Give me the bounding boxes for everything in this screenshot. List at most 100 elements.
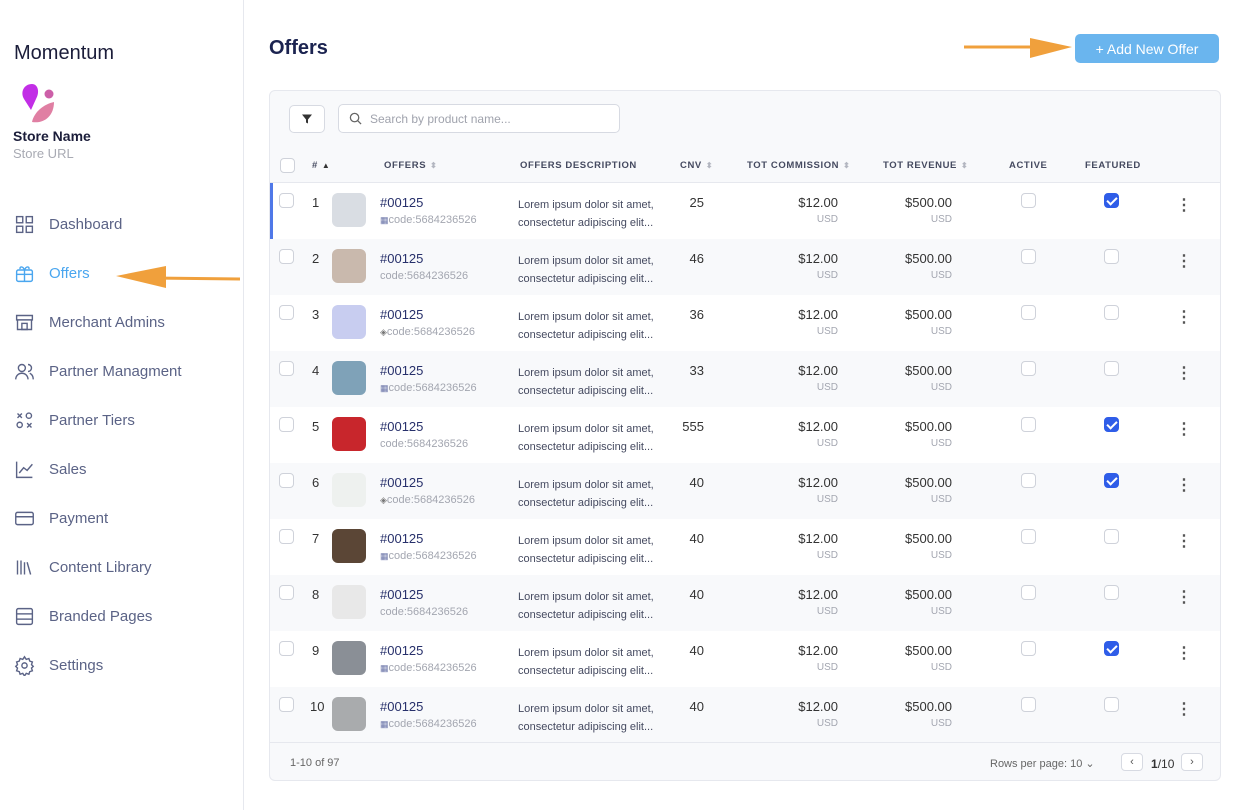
table-row[interactable]: 5 #00125 code:5684236526 Lorem ipsum dol… [270,407,1220,463]
revenue-value: $500.00 [905,195,952,210]
result-range: 1-10 of 97 [290,757,340,769]
row-checkbox[interactable] [279,417,294,432]
offer-id[interactable]: #00125 [380,475,424,490]
row-checkbox[interactable] [279,361,294,376]
offer-id[interactable]: #00125 [380,587,424,602]
more-options-icon[interactable]: ⋮ [1176,645,1192,662]
column-number[interactable]: # ▲ [312,160,331,171]
commission-value: $12.00 [798,699,838,714]
table-row[interactable]: 2 #00125 code:5684236526 Lorem ipsum dol… [270,239,1220,295]
filter-button[interactable] [289,105,325,133]
active-checkbox[interactable] [1021,361,1036,376]
active-checkbox[interactable] [1021,529,1036,544]
active-checkbox[interactable] [1021,697,1036,712]
product-thumbnail [332,473,366,507]
rows-per-page-select[interactable]: Rows per page: 10 ⌄ [990,758,1095,770]
table-row[interactable]: 1 #00125 ▦code:5684236526 Lorem ipsum do… [270,183,1220,239]
sidebar-item-payment[interactable]: Payment [14,494,234,543]
column-revenue[interactable]: TOT REVENUE ⬍ [883,160,969,171]
active-checkbox[interactable] [1021,417,1036,432]
table-row[interactable]: 10 #00125 ▦code:5684236526 Lorem ipsum d… [270,687,1220,743]
offer-id[interactable]: #00125 [380,531,424,546]
table-row[interactable]: 9 #00125 ▦code:5684236526 Lorem ipsum do… [270,631,1220,687]
search-input[interactable] [370,111,610,126]
users-icon [15,363,34,380]
offer-id[interactable]: #00125 [380,195,424,210]
more-options-icon[interactable]: ⋮ [1176,477,1192,494]
offer-code: ▦code:5684236526 [380,550,477,562]
featured-checkbox[interactable] [1104,585,1119,600]
revenue-value: $500.00 [905,531,952,546]
commission-currency: USD [816,326,838,337]
more-options-icon[interactable]: ⋮ [1176,421,1192,438]
next-page-button[interactable]: › [1181,753,1203,771]
sidebar-item-merchant-admins[interactable]: Merchant Admins [14,298,234,347]
row-checkbox[interactable] [279,473,294,488]
offer-description: Lorem ipsum dolor sit amet, consectetur a… [518,367,654,397]
table-row[interactable]: 3 #00125 ◈code:5684236526 Lorem ipsum do… [270,295,1220,351]
more-options-icon[interactable]: ⋮ [1176,253,1192,270]
featured-checkbox[interactable] [1104,529,1119,544]
featured-checkbox[interactable] [1104,193,1119,208]
row-checkbox[interactable] [279,697,294,712]
row-checkbox[interactable] [279,249,294,264]
row-checkbox[interactable] [279,529,294,544]
row-checkbox[interactable] [279,193,294,208]
offer-id[interactable]: #00125 [380,643,424,658]
table-row[interactable]: 6 #00125 ◈code:5684236526 Lorem ipsum do… [270,463,1220,519]
featured-checkbox[interactable] [1104,641,1119,656]
commission-value: $12.00 [798,363,838,378]
active-checkbox[interactable] [1021,249,1036,264]
prev-page-button[interactable]: ‹ [1121,753,1143,771]
revenue-value: $500.00 [905,587,952,602]
column-cnv[interactable]: CNV ⬍ [680,160,714,171]
more-options-icon[interactable]: ⋮ [1176,365,1192,382]
annotation-arrow-icon [116,266,241,288]
featured-checkbox[interactable] [1104,305,1119,320]
product-thumbnail [332,641,366,675]
sidebar-item-sales[interactable]: Sales [14,445,234,494]
offer-id[interactable]: #00125 [380,363,424,378]
sidebar-item-content-library[interactable]: Content Library [14,543,234,592]
featured-checkbox[interactable] [1104,417,1119,432]
more-options-icon[interactable]: ⋮ [1176,309,1192,326]
row-checkbox[interactable] [279,305,294,320]
featured-checkbox[interactable] [1104,473,1119,488]
sidebar-item-branded-pages[interactable]: Branded Pages [14,592,234,641]
featured-checkbox[interactable] [1104,361,1119,376]
sidebar-item-offers[interactable]: Offers [14,249,234,298]
active-checkbox[interactable] [1021,305,1036,320]
featured-checkbox[interactable] [1104,249,1119,264]
active-checkbox[interactable] [1021,641,1036,656]
offer-id[interactable]: #00125 [380,307,424,322]
more-options-icon[interactable]: ⋮ [1176,701,1192,718]
gift-icon [15,266,34,283]
featured-checkbox[interactable] [1104,697,1119,712]
add-new-offer-button[interactable]: + Add New Offer [1075,34,1219,63]
table-row[interactable]: 4 #00125 ▦code:5684236526 Lorem ipsum do… [270,351,1220,407]
table-row[interactable]: 8 #00125 code:5684236526 Lorem ipsum dol… [270,575,1220,631]
sidebar-item-partner-tiers[interactable]: Partner Tiers [14,396,234,445]
active-checkbox[interactable] [1021,193,1036,208]
offer-id[interactable]: #00125 [380,699,424,714]
more-options-icon[interactable]: ⋮ [1176,533,1192,550]
search-box[interactable] [338,104,620,133]
more-options-icon[interactable]: ⋮ [1176,197,1192,214]
more-options-icon[interactable]: ⋮ [1176,589,1192,606]
offer-id[interactable]: #00125 [380,251,424,266]
sidebar-item-partner-managment[interactable]: Partner Managment [14,347,234,396]
active-checkbox[interactable] [1021,585,1036,600]
select-all-checkbox[interactable] [280,158,295,173]
column-offers[interactable]: OFFERS ⬍ [384,160,438,171]
revenue-value: $500.00 [905,363,952,378]
sidebar-item-settings[interactable]: Settings [14,641,234,690]
cnv-value: 40 [689,643,704,658]
table-row[interactable]: 7 #00125 ▦code:5684236526 Lorem ipsum do… [270,519,1220,575]
row-checkbox[interactable] [279,641,294,656]
offer-id[interactable]: #00125 [380,419,424,434]
offer-code: code:5684236526 [380,270,469,282]
sidebar-item-dashboard[interactable]: Dashboard [14,200,234,249]
column-commission[interactable]: TOT COMMISSION ⬍ [747,160,851,171]
row-checkbox[interactable] [279,585,294,600]
active-checkbox[interactable] [1021,473,1036,488]
